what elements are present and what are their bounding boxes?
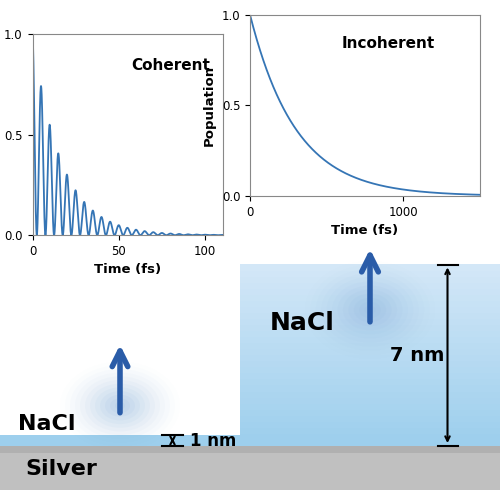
- Bar: [240, 367, 500, 373]
- Bar: [0, 265, 240, 446]
- Bar: [240, 348, 500, 355]
- Text: 7 nm: 7 nm: [390, 346, 444, 365]
- Ellipse shape: [364, 306, 376, 314]
- Bar: [240, 276, 500, 283]
- Text: Coherent: Coherent: [132, 58, 210, 74]
- Bar: [240, 312, 500, 319]
- Bar: [240, 270, 500, 277]
- X-axis label: Time (fs): Time (fs): [94, 264, 161, 276]
- Text: Silver: Silver: [25, 460, 97, 479]
- Bar: [240, 306, 500, 313]
- Y-axis label: Population: Population: [203, 65, 216, 146]
- Ellipse shape: [332, 281, 408, 339]
- Bar: [240, 354, 500, 361]
- Bar: [240, 372, 500, 379]
- Ellipse shape: [343, 290, 397, 330]
- Ellipse shape: [348, 294, 392, 326]
- Bar: [240, 439, 500, 446]
- Bar: [240, 282, 500, 289]
- Bar: [240, 403, 500, 410]
- Bar: [240, 288, 500, 295]
- Bar: [240, 264, 500, 270]
- Ellipse shape: [359, 302, 381, 318]
- Ellipse shape: [115, 402, 125, 410]
- Bar: [240, 385, 500, 392]
- Bar: [240, 421, 500, 428]
- Bar: [240, 396, 500, 404]
- Ellipse shape: [85, 380, 155, 432]
- Ellipse shape: [338, 285, 402, 335]
- Bar: [240, 330, 500, 337]
- Ellipse shape: [105, 395, 135, 416]
- Bar: [240, 415, 500, 422]
- X-axis label: Time (fs): Time (fs): [332, 224, 398, 237]
- Text: NaCl: NaCl: [18, 414, 75, 434]
- Ellipse shape: [354, 298, 386, 322]
- Bar: [240, 391, 500, 397]
- Ellipse shape: [100, 391, 140, 420]
- Bar: [240, 433, 500, 440]
- Bar: [240, 360, 500, 368]
- Text: Incoherent: Incoherent: [342, 36, 435, 51]
- Bar: [240, 294, 500, 301]
- Ellipse shape: [110, 398, 130, 413]
- Bar: [240, 342, 500, 349]
- Ellipse shape: [95, 387, 145, 424]
- Bar: [240, 300, 500, 307]
- Ellipse shape: [90, 384, 150, 428]
- Bar: [240, 318, 500, 325]
- Text: NaCl: NaCl: [270, 312, 335, 335]
- Bar: [0, 446, 500, 490]
- Bar: [240, 378, 500, 386]
- Bar: [240, 324, 500, 331]
- Bar: [0, 435, 240, 446]
- Text: 1 nm: 1 nm: [190, 432, 236, 449]
- Bar: [0, 446, 500, 453]
- Bar: [240, 409, 500, 416]
- Bar: [240, 336, 500, 343]
- Bar: [240, 427, 500, 434]
